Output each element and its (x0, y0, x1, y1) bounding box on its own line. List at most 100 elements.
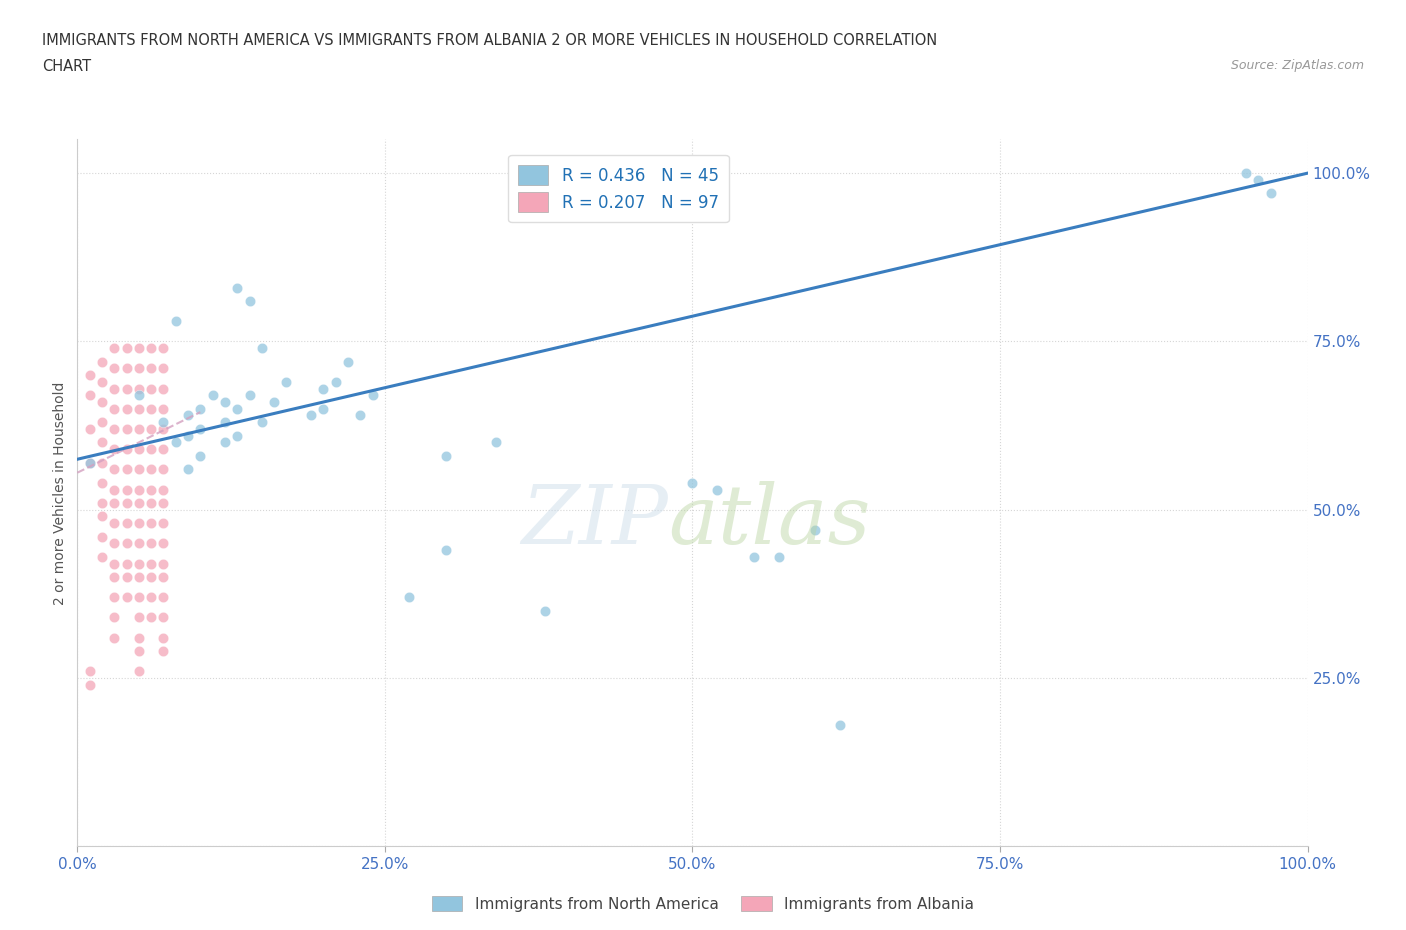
Point (79, 677, 101, 692)
Point (128, 361, 150, 376)
Point (90, 529, 114, 544)
Point (115, 496, 138, 511)
Point (742, 550, 765, 565)
Point (768, 550, 790, 565)
Point (79, 455, 101, 470)
Point (103, 442, 125, 457)
Point (128, 610, 150, 625)
Point (141, 361, 163, 376)
Point (103, 340, 125, 355)
Point (830, 718, 852, 733)
Point (115, 462, 138, 477)
Point (90, 475, 114, 490)
Point (90, 415, 114, 430)
Point (682, 475, 704, 490)
Point (90, 496, 114, 511)
Point (250, 340, 273, 355)
Point (128, 462, 150, 477)
Point (152, 590, 174, 604)
Point (115, 361, 138, 376)
Point (312, 402, 335, 417)
Point (79, 421, 101, 436)
Point (141, 381, 163, 396)
Point (152, 381, 174, 396)
Point (103, 536, 125, 551)
Point (128, 644, 150, 658)
Point (177, 428, 200, 443)
Point (485, 435, 508, 450)
Point (128, 536, 150, 551)
Point (1234, 166, 1257, 180)
Point (90, 354, 114, 369)
Point (152, 631, 174, 645)
Point (276, 375, 298, 390)
Point (115, 516, 138, 531)
Point (804, 523, 827, 538)
Text: atlas: atlas (668, 481, 870, 561)
Point (103, 402, 125, 417)
Point (141, 496, 163, 511)
Point (128, 340, 150, 355)
Point (152, 569, 174, 584)
Point (90, 394, 114, 409)
Point (128, 516, 150, 531)
Point (128, 590, 150, 604)
Point (226, 428, 249, 443)
Text: ZIP: ZIP (522, 481, 668, 561)
Point (128, 381, 150, 396)
Point (103, 421, 125, 436)
Point (436, 448, 458, 463)
Point (115, 556, 138, 571)
Point (115, 381, 138, 396)
Point (152, 644, 174, 658)
Point (1247, 172, 1270, 187)
Point (239, 388, 262, 403)
Point (152, 610, 174, 625)
Point (299, 408, 322, 423)
Text: CHART: CHART (42, 59, 91, 73)
Point (115, 402, 138, 417)
Point (263, 394, 285, 409)
Point (128, 442, 150, 457)
Y-axis label: 2 or more Vehicles in Household: 2 or more Vehicles in Household (53, 381, 67, 604)
Point (201, 388, 224, 403)
Point (128, 496, 150, 511)
Point (152, 402, 174, 417)
Point (79, 367, 101, 382)
Point (115, 442, 138, 457)
Point (90, 375, 114, 390)
Point (152, 516, 174, 531)
Point (128, 556, 150, 571)
Point (103, 462, 125, 477)
Point (115, 590, 138, 604)
Point (90, 509, 114, 524)
Point (128, 569, 150, 584)
Point (141, 536, 163, 551)
Point (214, 415, 236, 430)
Point (312, 381, 335, 396)
Point (141, 590, 163, 604)
Point (141, 556, 163, 571)
Point (103, 569, 125, 584)
Point (152, 462, 174, 477)
Point (141, 442, 163, 457)
Point (152, 496, 174, 511)
Point (141, 462, 163, 477)
Point (79, 455, 101, 470)
Text: IMMIGRANTS FROM NORTH AMERICA VS IMMIGRANTS FROM ALBANIA 2 OR MORE VEHICLES IN H: IMMIGRANTS FROM NORTH AMERICA VS IMMIGRA… (42, 33, 938, 47)
Point (103, 610, 125, 625)
Point (141, 516, 163, 531)
Point (214, 394, 236, 409)
Point (115, 482, 138, 497)
Point (128, 631, 150, 645)
Point (141, 421, 163, 436)
Legend: R = 0.436   N = 45, R = 0.207   N = 97: R = 0.436 N = 45, R = 0.207 N = 97 (509, 155, 728, 222)
Point (128, 421, 150, 436)
Point (152, 361, 174, 376)
Point (141, 610, 163, 625)
Point (177, 462, 200, 477)
Point (115, 421, 138, 436)
Text: Source: ZipAtlas.com: Source: ZipAtlas.com (1230, 59, 1364, 72)
Point (165, 435, 187, 450)
Point (226, 280, 249, 295)
